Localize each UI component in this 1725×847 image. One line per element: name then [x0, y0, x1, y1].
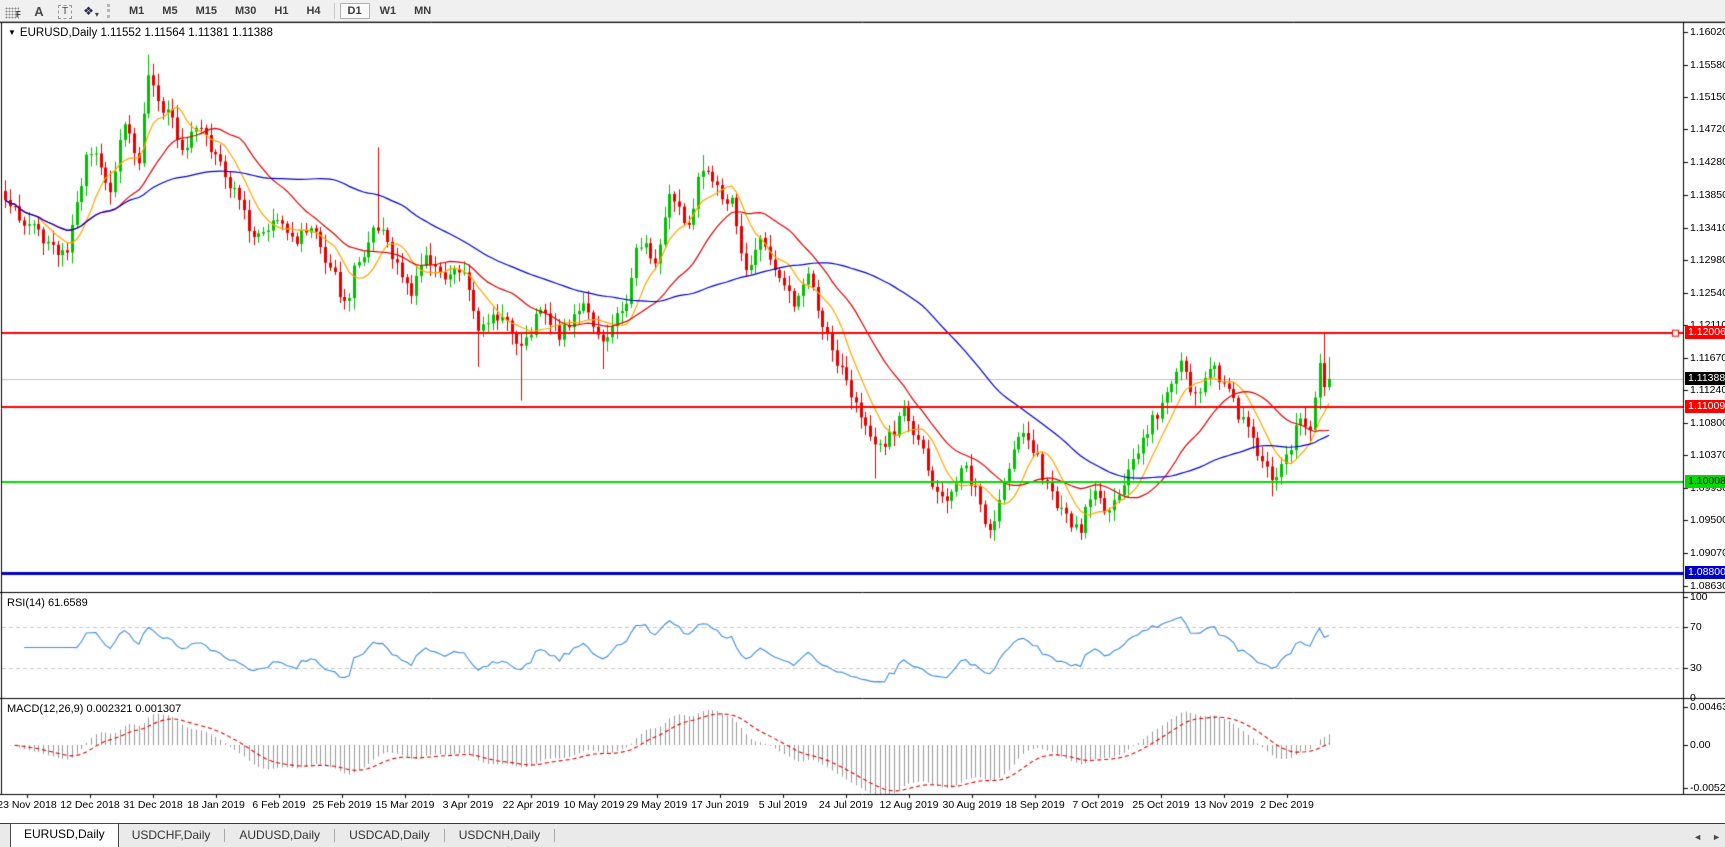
chevron-down-icon: ▾ — [94, 10, 99, 19]
tab-separator — [554, 829, 556, 842]
date-label: 7 Oct 2019 — [1072, 799, 1124, 811]
shapes-glyph: ❖ — [83, 4, 94, 18]
timeframe-button-m1[interactable]: M1 — [129, 4, 145, 17]
date-label: 25 Feb 2019 — [312, 799, 372, 811]
timeframe-group: M1 M5 M15 M30 H1 H4 D1 W1 MN — [120, 0, 440, 21]
tab-audusd-daily[interactable]: AUDUSD,Daily — [239, 828, 321, 842]
date-label: 10 May 2019 — [563, 799, 625, 811]
scroll-left-icon[interactable]: ◄ — [1693, 832, 1703, 842]
timeframe-button-m15[interactable]: M15 — [195, 4, 217, 17]
fibonacci-grid-icon[interactable]: F — [3, 2, 23, 19]
timeframe-button-h1[interactable]: H1 — [274, 4, 289, 17]
timeframe-button-h4[interactable]: H4 — [306, 4, 321, 17]
date-label: 23 Nov 2018 — [0, 799, 57, 811]
date-label: 17 Jun 2019 — [691, 799, 749, 811]
toolbar-grip[interactable] — [107, 3, 115, 18]
date-label: 31 Dec 2018 — [123, 799, 183, 811]
text-a-icon[interactable]: A — [29, 2, 49, 19]
date-label: 18 Sep 2019 — [1005, 799, 1065, 811]
timeframe-button-m30[interactable]: M30 — [234, 4, 257, 17]
timeframe-button-d1[interactable]: D1 — [339, 2, 370, 19]
icon-sub-label: F — [16, 10, 21, 19]
date-label: 5 Jul 2019 — [758, 799, 808, 811]
tab-usdcad-daily[interactable]: USDCAD,Daily — [349, 828, 430, 842]
shapes-dropdown-icon[interactable]: ❖ ▾ — [81, 2, 101, 19]
date-label: 2 Dec 2019 — [1260, 799, 1314, 811]
grid-dots-glyph — [5, 7, 20, 19]
letter-a-glyph: A — [34, 4, 44, 19]
text-label-icon[interactable]: T — [55, 2, 75, 19]
timeframe-button-mn[interactable]: MN — [414, 4, 432, 17]
date-label: 12 Aug 2019 — [879, 799, 939, 811]
tab-scroll-arrows: ◄ ► — [1693, 832, 1721, 842]
chart-canvas[interactable] — [0, 0, 1725, 800]
date-label: 30 Aug 2019 — [942, 799, 1002, 811]
date-label: 13 Nov 2019 — [1194, 799, 1254, 811]
date-label: 6 Feb 2019 — [252, 799, 306, 811]
timeframe-button-w1[interactable]: W1 — [379, 4, 397, 17]
tab-usdcnh-daily[interactable]: USDCNH,Daily — [458, 828, 541, 842]
text-label-glyph: T — [57, 5, 73, 19]
date-label: 15 Mar 2019 — [375, 799, 435, 811]
date-label: 24 Jul 2019 — [818, 799, 874, 811]
date-label: 3 Apr 2019 — [442, 799, 494, 811]
date-label: 29 May 2019 — [626, 799, 688, 811]
symbol-tab-bar: EURUSD,Daily USDCHF,Daily AUDUSD,Daily USDC… — [0, 823, 1725, 847]
tab-eurusd-daily[interactable]: EURUSD,Daily — [10, 823, 119, 847]
tabs-holder: EURUSD,Daily USDCHF,Daily AUDUSD,Daily USDC… — [0, 823, 556, 847]
tab-separator — [334, 829, 336, 842]
scroll-right-icon[interactable]: ► — [1712, 832, 1721, 842]
date-label: 18 Jan 2019 — [187, 799, 245, 811]
date-label: 12 Dec 2018 — [60, 799, 120, 811]
date-label: 22 Apr 2019 — [502, 799, 560, 811]
timeframe-button-m5[interactable]: M5 — [162, 4, 178, 17]
timeframe-separator — [333, 2, 335, 19]
tab-separator — [443, 829, 445, 842]
tab-usdchf-daily[interactable]: USDCHF,Daily — [131, 828, 211, 842]
toolbar: F A T ❖ ▾ M1 M5 M15 M30 H1 H4 D1 W1 MN — [0, 0, 1725, 22]
date-label: 25 Oct 2019 — [1132, 799, 1190, 811]
tab-separator — [224, 829, 226, 842]
